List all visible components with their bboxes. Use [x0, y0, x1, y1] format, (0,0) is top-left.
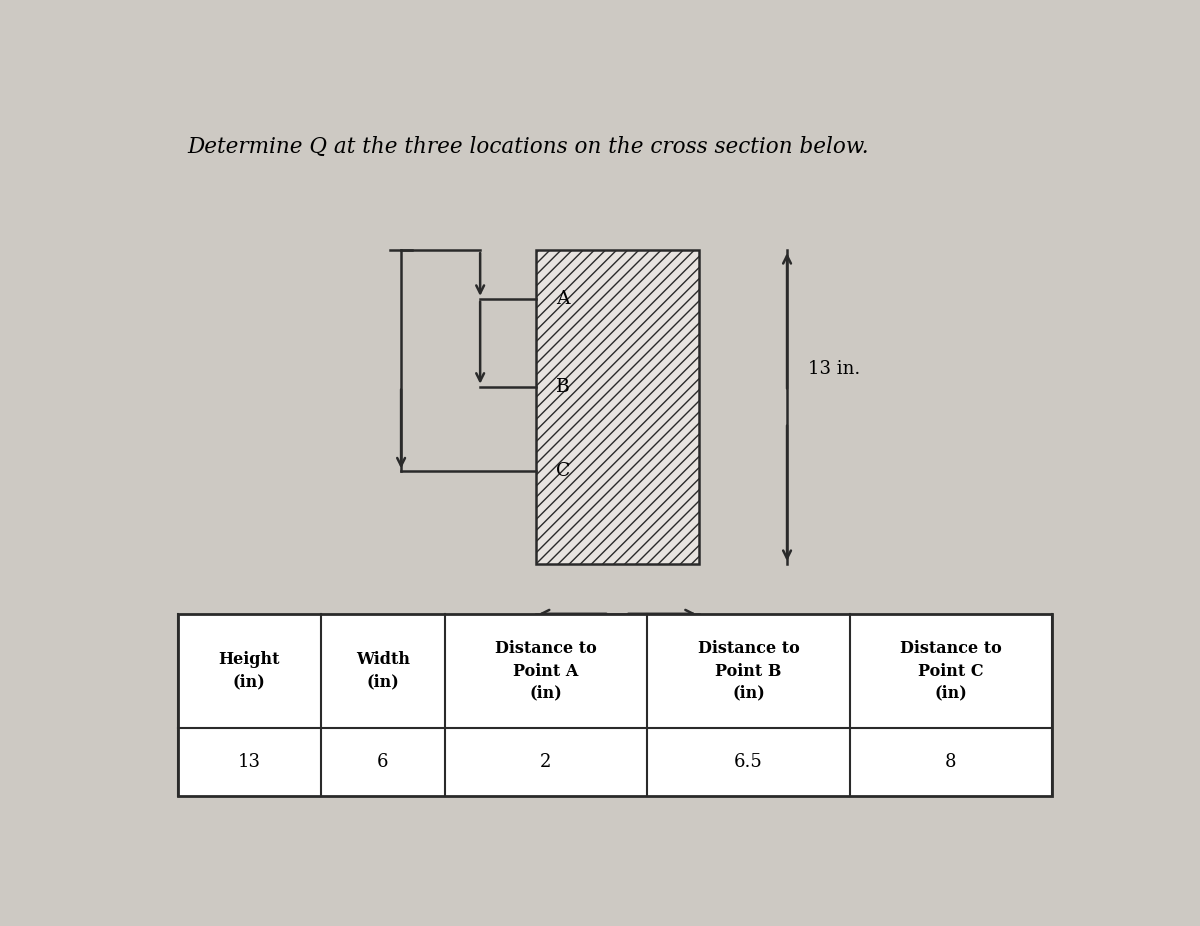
- Text: 13: 13: [238, 753, 260, 771]
- Text: 6.5: 6.5: [734, 753, 763, 771]
- Text: 13 in.: 13 in.: [808, 360, 859, 379]
- Text: 6: 6: [377, 753, 389, 771]
- Bar: [536, 250, 698, 564]
- Text: Distance to
Point A
(in): Distance to Point A (in): [496, 641, 596, 702]
- Bar: [178, 614, 1052, 795]
- Text: 6 in.: 6 in.: [596, 644, 637, 662]
- Text: 2: 2: [540, 753, 552, 771]
- Text: Determine Q at the three locations on the cross section below.: Determine Q at the three locations on th…: [187, 136, 869, 158]
- Text: Width
(in): Width (in): [355, 652, 409, 691]
- Text: Distance to
Point B
(in): Distance to Point B (in): [697, 641, 799, 702]
- Text: A: A: [557, 290, 570, 307]
- Text: 8: 8: [946, 753, 956, 771]
- Text: B: B: [557, 378, 570, 395]
- Text: C: C: [557, 462, 571, 481]
- Text: Height
(in): Height (in): [218, 652, 280, 691]
- Text: Distance to
Point C
(in): Distance to Point C (in): [900, 641, 1002, 702]
